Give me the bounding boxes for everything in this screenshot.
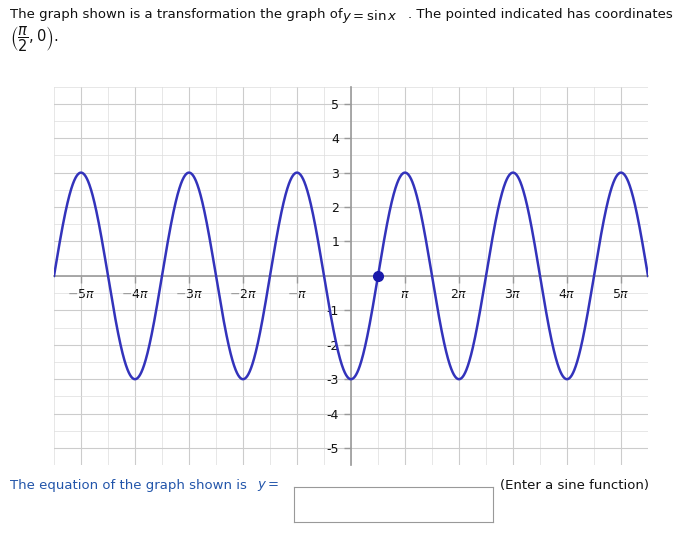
Text: $\left(\dfrac{\pi}{2},0\right).$: $\left(\dfrac{\pi}{2},0\right).$ [10,24,59,54]
Text: . The pointed indicated has coordinates: . The pointed indicated has coordinates [408,8,673,21]
Text: $y = \sin x$: $y = \sin x$ [342,8,398,25]
Text: (Enter a sine function): (Enter a sine function) [500,479,649,492]
Text: The equation of the graph shown is: The equation of the graph shown is [10,479,251,492]
Text: $y =$: $y =$ [257,479,279,493]
Text: The graph shown is a transformation the graph of: The graph shown is a transformation the … [10,8,347,21]
